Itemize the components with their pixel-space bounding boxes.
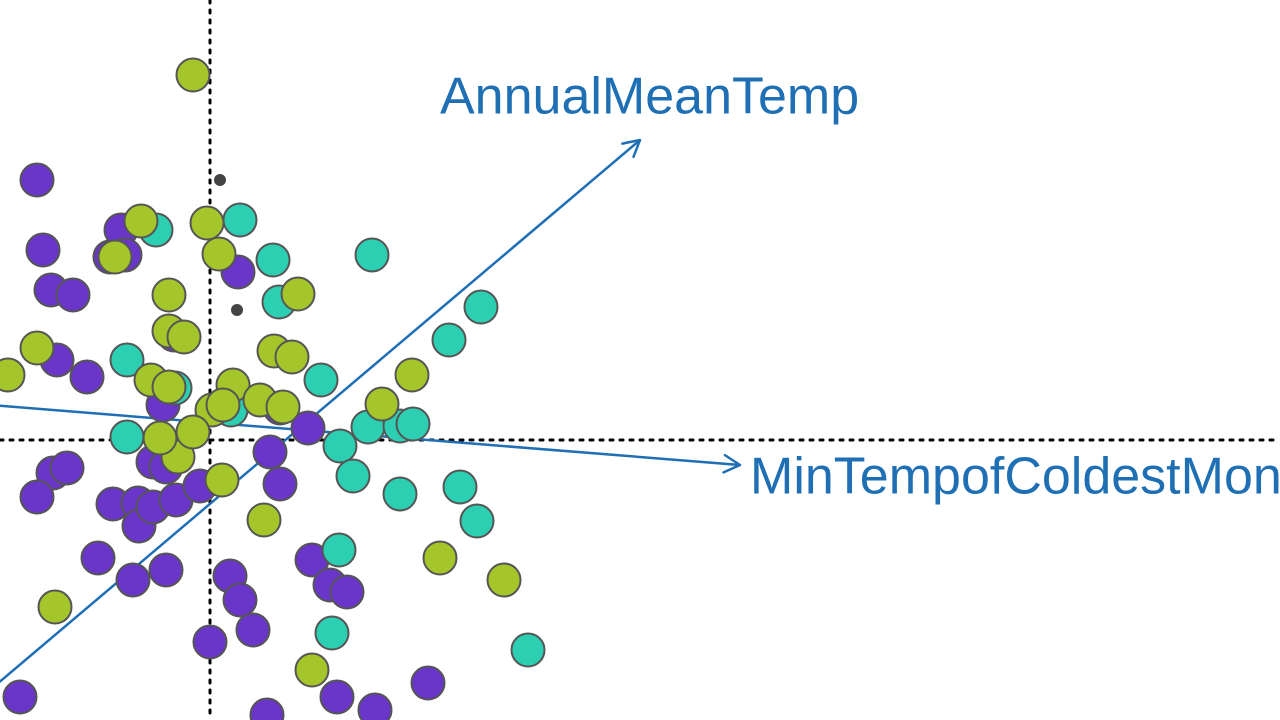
scatter-point-purple-0 [19, 162, 55, 198]
scatter-point-green-9 [19, 330, 55, 366]
scatter-point-green-4 [201, 236, 237, 272]
scatter-point-teal-3 [354, 237, 390, 273]
loading-labels: AnnualMeanTemp MinTempofColdestMonth [440, 68, 1280, 506]
scatter-point-teal-14 [109, 419, 145, 455]
scatter-point-green-24 [246, 502, 282, 538]
scatter-point-green-21 [364, 386, 400, 422]
scatter-point-purple-28 [222, 582, 258, 618]
scatter-point-green-1 [123, 203, 159, 239]
scatter-point-green-26 [486, 562, 522, 598]
scatter-point-green-8 [166, 319, 202, 355]
scatter-point-teal-13 [322, 428, 358, 464]
scatter-point-purple-1 [25, 232, 61, 268]
scatter-point-green-5 [280, 276, 316, 312]
scatter-point-teal-19 [321, 532, 357, 568]
scatter-point-green-11 [274, 339, 310, 375]
scatter-point-purple-30 [192, 624, 228, 660]
scatter-point-purple-34 [410, 665, 446, 701]
scatter-point-green-27 [37, 589, 73, 625]
scatter-point-teal-18 [459, 503, 495, 539]
scatter-point-teal-21 [314, 615, 350, 651]
scatter-point-purple-11 [19, 479, 55, 515]
scatter-point-purple-25 [115, 562, 151, 598]
scatter-point-purple-3 [55, 277, 91, 313]
scatter-point-teal-16 [382, 476, 418, 512]
scatter-point-purple-33 [329, 574, 365, 610]
scatter-point-teal-20 [510, 632, 546, 668]
loading-arrow-head-0 [621, 138, 642, 159]
scatter-point-green-13 [394, 357, 430, 393]
scatter-point-green-0 [175, 57, 211, 93]
loading-label-1: MinTempofColdestMonth [750, 448, 1280, 506]
scatter-point-purple-21 [262, 466, 298, 502]
scatter-point-purple-7 [69, 359, 105, 395]
scatter-point-green-6 [151, 277, 187, 313]
loading-arrow-head-1 [722, 453, 742, 474]
scatter-point-teal-15 [335, 458, 371, 494]
scatter-point-teal-2 [255, 242, 291, 278]
scatter-point-purple-36 [319, 679, 355, 715]
scatter-point-purple-24 [80, 540, 116, 576]
small-point-1 [231, 304, 243, 316]
scatter-point-purple-29 [235, 612, 271, 648]
score-points [0, 57, 546, 720]
scatter-point-teal-17 [442, 469, 478, 505]
scatter-point-purple-22 [290, 410, 326, 446]
scatter-point-green-29 [142, 420, 178, 456]
small-point-0 [214, 174, 226, 186]
scatter-point-green-3 [189, 205, 225, 241]
scatter-point-green-30 [175, 414, 211, 450]
scatter-point-purple-26 [148, 552, 184, 588]
scatter-point-green-28 [294, 652, 330, 688]
scatter-point-teal-9 [303, 362, 339, 398]
scatter-point-green-20 [205, 387, 241, 423]
scatter-point-green-18 [265, 389, 301, 425]
scatter-point-green-12 [0, 357, 26, 393]
scatter-point-teal-6 [431, 322, 467, 358]
scatter-point-green-2 [97, 239, 133, 275]
scatter-point-teal-5 [463, 289, 499, 325]
scatter-point-teal-1 [222, 202, 258, 238]
scatter-point-purple-20 [252, 434, 288, 470]
scatter-point-purple-10 [49, 450, 85, 486]
loading-arrow-line-0 [0, 139, 641, 684]
scatter-point-green-23 [204, 462, 240, 498]
scatter-point-teal-7 [109, 342, 145, 378]
scatter-point-purple-38 [249, 697, 285, 720]
scatter-point-green-25 [422, 540, 458, 576]
loading-label-0: AnnualMeanTemp [440, 68, 859, 126]
scatter-point-purple-35 [2, 679, 38, 715]
scatter-point-purple-37 [357, 692, 393, 720]
scatter-point-teal-12 [395, 406, 431, 442]
scatter-point-green-15 [151, 369, 187, 405]
